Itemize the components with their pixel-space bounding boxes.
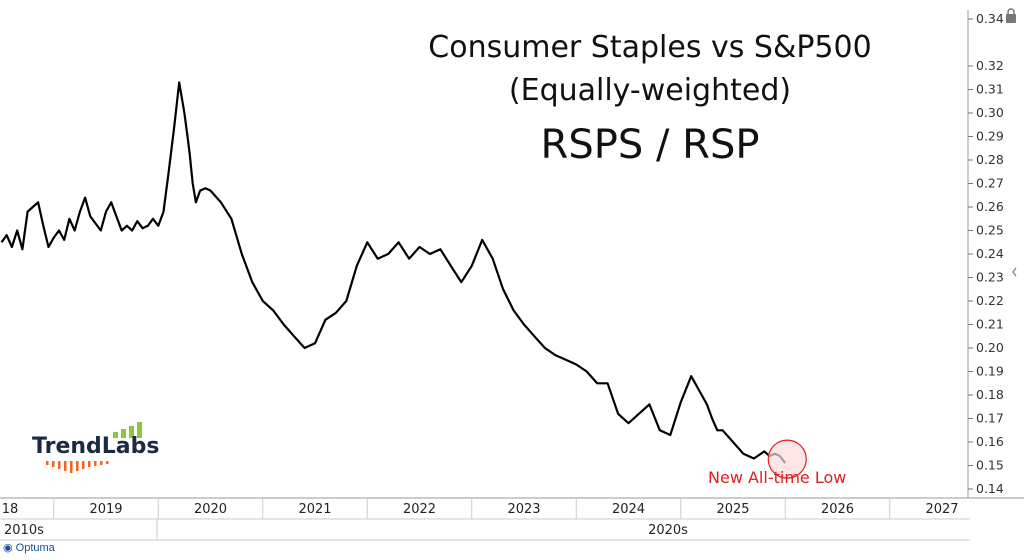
lock-icon [1006, 14, 1016, 23]
series-line [0, 81, 787, 464]
x-axis: 18 2019 2020 2021 2022 2023 2024 2025 2026 2027 20… [2, 498, 959, 538]
scroll-left-icon [1012, 267, 1017, 277]
y-tick-label: 0.28 [976, 152, 1004, 167]
x-tick-label: 2021 [298, 502, 331, 517]
y-tick-label: 0.24 [976, 246, 1004, 261]
logo-tick-icon [64, 461, 67, 471]
y-tick-label: 0.16 [976, 434, 1004, 449]
logo-tick-icon [88, 461, 91, 467]
chart-ticker-title: RSPS / RSP [540, 122, 760, 168]
logo-bar-icon [129, 426, 134, 438]
y-tick-label: 0.26 [976, 199, 1004, 214]
logo-bar-icon [137, 422, 142, 438]
highlight-layer [767, 439, 807, 479]
logo-tick-icon [46, 461, 49, 465]
logo-tick-icon [52, 461, 55, 467]
y-tick-label: 0.27 [976, 176, 1004, 191]
logo-tick-icon [82, 461, 85, 469]
x-tick-label: 2019 [89, 502, 122, 517]
optuma-brand: ◉ Optuma [3, 541, 55, 554]
y-tick-label: 0.25 [976, 223, 1004, 238]
series-layer [0, 81, 787, 464]
x-tick-label: 2024 [612, 502, 645, 517]
new-low-annotation: New All-time Low [708, 468, 847, 487]
y-tick-label: 0.30 [976, 105, 1004, 120]
logo-tick-icon [76, 461, 79, 471]
x-tick-label: 2022 [403, 502, 436, 517]
y-tick-label: 0.32 [976, 58, 1004, 73]
optuma-label: Optuma [15, 542, 55, 554]
x-tick-label: 2026 [821, 502, 854, 517]
chart-title: Consumer Staples vs S&P500 [428, 30, 872, 65]
x-tick-label: 2023 [507, 502, 540, 517]
logo-text: TrendLabs [32, 434, 160, 459]
logo-bar-icon [121, 429, 126, 438]
y-tick-label: 0.22 [976, 293, 1004, 308]
logo-bar-icon [113, 432, 118, 438]
lock-shackle-icon [1007, 8, 1015, 15]
chart-frame [0, 8, 1024, 541]
y-tick-label: 0.18 [976, 387, 1004, 402]
y-tick-label: 0.21 [976, 317, 1004, 332]
x-tick-label: 2025 [716, 502, 749, 517]
y-tick-label: 0.15 [976, 458, 1004, 473]
new-low-marker [767, 439, 807, 479]
y-tick-label: 0.34 [976, 11, 1004, 26]
logo-tick-icon [58, 461, 61, 469]
optuma-icon: ◉ [3, 542, 13, 554]
decade-label: 2020s [648, 523, 688, 538]
y-tick-label: 0.17 [976, 411, 1004, 426]
y-tick-label: 0.19 [976, 364, 1004, 379]
y-tick-label: 0.20 [976, 340, 1004, 355]
chart-subtitle: (Equally-weighted) [508, 73, 792, 108]
x-tick-label: 18 [2, 502, 19, 517]
decade-label: 2010s [4, 523, 44, 538]
y-tick-label: 0.14 [976, 481, 1004, 496]
x-tick-label: 2020 [194, 502, 227, 517]
logo-tick-icon [100, 461, 103, 465]
y-tick-label: 0.31 [976, 82, 1004, 97]
y-tick-label: 0.29 [976, 129, 1004, 144]
logo-tick-icon [70, 461, 73, 473]
logo-tick-icon [94, 461, 97, 466]
y-tick-label: 0.23 [976, 270, 1004, 285]
x-tick-label: 2027 [925, 502, 958, 517]
y-axis: 0.14 0.15 0.16 0.17 0.18 0.19 0.20 0.21 0.22 0.23… [968, 11, 1004, 496]
logo-tick-icon [106, 461, 109, 464]
trendlabs-logo: TrendLabs [32, 434, 159, 459]
